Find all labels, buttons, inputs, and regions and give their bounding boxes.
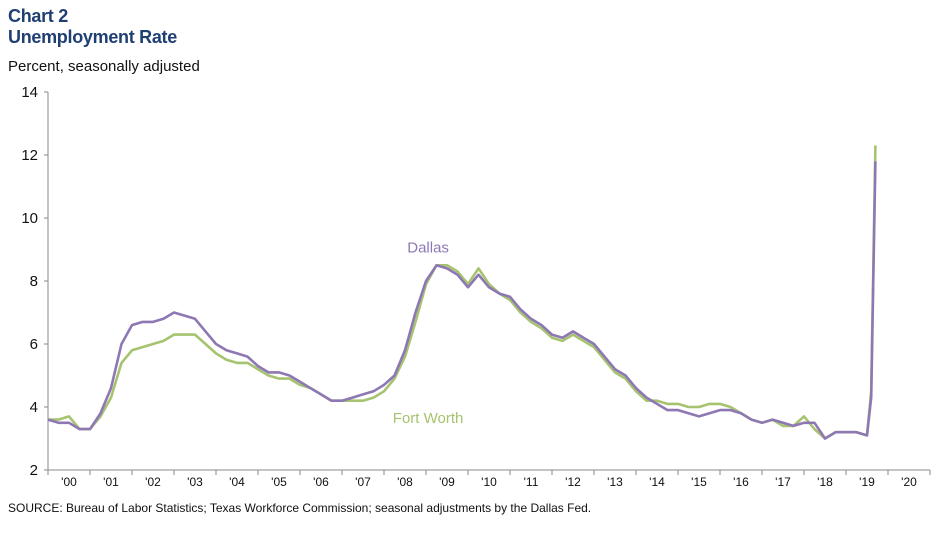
chart-title: Chart 2 Unemployment Rate [8, 6, 177, 48]
y-tick-label: 10 [21, 210, 38, 227]
series-labels: Dallas Fort Worth [393, 240, 464, 427]
x-tick-label: '17 [775, 475, 791, 489]
chart-axes: 2 4 6 8 10 12 14 '00 '01 '02 '03 '04 '05 '06 '07 '08 '09… [21, 84, 931, 489]
series-line-fort-worth [48, 145, 877, 440]
x-tick-label: '19 [859, 475, 875, 489]
x-tick-label: '13 [607, 475, 623, 489]
chart-title-line1: Chart 2 [8, 6, 68, 26]
y-tick-label: 4 [30, 399, 38, 416]
y-tick-label: 2 [30, 462, 38, 479]
x-tick-label: '18 [817, 475, 833, 489]
x-tick-label: '01 [103, 475, 119, 489]
x-tick-label: '16 [733, 475, 749, 489]
x-tick-label: '03 [187, 475, 203, 489]
x-tick-label: '09 [439, 475, 455, 489]
series-line-dallas [47, 161, 877, 440]
chart-title-line2: Unemployment Rate [8, 27, 177, 47]
x-tick-label: '04 [229, 475, 245, 489]
source-note: SOURCE: Bureau of Labor Statistics; Texa… [8, 501, 592, 515]
series-label-fort-worth: Fort Worth [393, 410, 464, 427]
x-tick-label: '07 [355, 475, 371, 489]
x-tick-label: '20 [901, 475, 917, 489]
x-tick-label: '00 [61, 475, 77, 489]
chart-subtitle: Percent, seasonally adjusted [8, 58, 200, 75]
x-tick-label: '11 [524, 475, 539, 489]
series-label-dallas: Dallas [407, 240, 449, 257]
x-tick-label: '06 [313, 475, 329, 489]
y-tick-label: 14 [21, 84, 38, 101]
x-tick-label: '10 [481, 475, 497, 489]
x-tick-label: '05 [271, 475, 287, 489]
x-tick-label: '14 [649, 475, 665, 489]
y-tick-label: 8 [30, 273, 38, 290]
x-tick-label: '12 [565, 475, 581, 489]
x-tick-label: '08 [397, 475, 413, 489]
chart-series [47, 145, 877, 440]
x-tick-label: '02 [145, 475, 161, 489]
x-tick-label: '15 [691, 475, 707, 489]
y-tick-label: 6 [30, 336, 38, 353]
y-tick-label: 12 [21, 147, 38, 164]
